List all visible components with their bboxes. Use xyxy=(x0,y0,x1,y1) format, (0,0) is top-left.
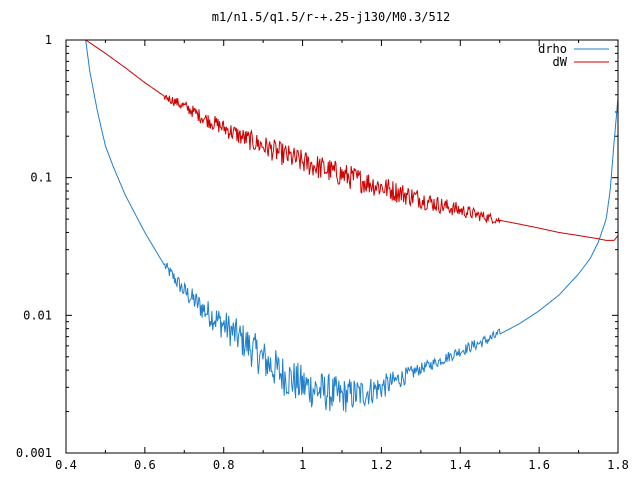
chart-title: m1/n1.5/q1.5/r-+.25-j130/M0.3/512 xyxy=(212,10,450,24)
y-tick-label: 1 xyxy=(45,33,52,47)
x-tick-label: 0.6 xyxy=(134,458,156,472)
x-tick-label: 1.8 xyxy=(607,458,629,472)
y-tick-label: 0.001 xyxy=(16,446,52,460)
x-tick-label: 1.6 xyxy=(528,458,550,472)
y-tick-label: 0.01 xyxy=(23,308,52,322)
legend-label-drho: drho xyxy=(538,42,567,56)
x-tick-label: 0.8 xyxy=(213,458,235,472)
x-tick-label: 1.2 xyxy=(371,458,393,472)
series-line-drho xyxy=(85,39,619,413)
x-tick-label: 0.4 xyxy=(55,458,77,472)
y-tick-label: 0.1 xyxy=(30,171,52,185)
plot-frame xyxy=(65,39,619,454)
series-line-dW xyxy=(85,39,619,241)
axes: 0.4 0.6 0.8 1 1.2 1.4 1.6 1.8 0.001 0.01 0.1 1 xyxy=(16,33,629,472)
series-layer xyxy=(85,39,619,413)
legend-label-dW: dW xyxy=(553,55,568,69)
x-tick-label: 1.4 xyxy=(449,458,471,472)
x-tick-label: 1 xyxy=(299,458,306,472)
